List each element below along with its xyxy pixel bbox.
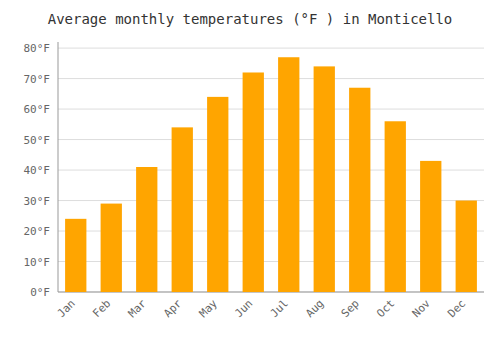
title: Average monthly temperatures (°F ) in Mo… — [48, 11, 453, 27]
y-tick-label: 70°F — [24, 73, 51, 86]
x-axis: Jan Feb Mar Apr May Jun Jul Aug Sep Oct Nov Dec — [55, 297, 469, 321]
chart-container: Average monthly temperatures (°F ) in Mo… — [0, 0, 500, 350]
x-tick-label: Feb — [90, 297, 113, 320]
y-tick-label: 0°F — [30, 286, 50, 299]
y-tick-label: 20°F — [24, 225, 51, 238]
x-tick-label: Nov — [410, 297, 434, 321]
x-tick-label: May — [197, 297, 221, 321]
y-tick-label: 10°F — [24, 256, 51, 269]
bar — [349, 88, 370, 292]
bar — [314, 66, 335, 292]
bar — [101, 204, 122, 292]
bar — [207, 97, 228, 292]
y-axis: 0°F 10°F 20°F 30°F 40°F 50°F 60°F 70°F 80°F — [24, 42, 59, 299]
x-tick-label: Mar — [126, 297, 150, 321]
x-tick-label: Jul — [268, 297, 291, 320]
y-axis-line — [58, 42, 59, 292]
x-tick-label: Apr — [161, 297, 185, 321]
grid-line — [58, 48, 484, 49]
chart: Average monthly temperatures (°F ) in Mo… — [0, 0, 500, 350]
grid-line — [58, 78, 484, 79]
y-tick-label: 60°F — [24, 103, 51, 116]
x-tick-label: Aug — [303, 297, 326, 320]
grid-line — [58, 139, 484, 140]
bar — [456, 201, 477, 292]
y-tick-label: 40°F — [24, 164, 51, 177]
y-tick-label: 80°F — [24, 42, 51, 55]
bar — [420, 161, 441, 292]
y-tick-label: 50°F — [24, 134, 51, 147]
bars — [65, 57, 477, 292]
x-tick-label: Sep — [339, 297, 362, 320]
bar — [385, 121, 406, 292]
bar — [278, 57, 299, 292]
grid-line — [58, 109, 484, 110]
x-tick-label: Dec — [445, 297, 468, 320]
grid — [58, 48, 484, 292]
bar — [136, 167, 157, 292]
bar — [65, 219, 86, 292]
bar — [243, 72, 264, 292]
y-tick-label: 30°F — [24, 195, 51, 208]
bar — [172, 127, 193, 292]
x-tick-label: Jan — [55, 297, 78, 320]
x-tick-label: Oct — [374, 297, 397, 320]
x-tick-label: Jun — [232, 297, 255, 320]
